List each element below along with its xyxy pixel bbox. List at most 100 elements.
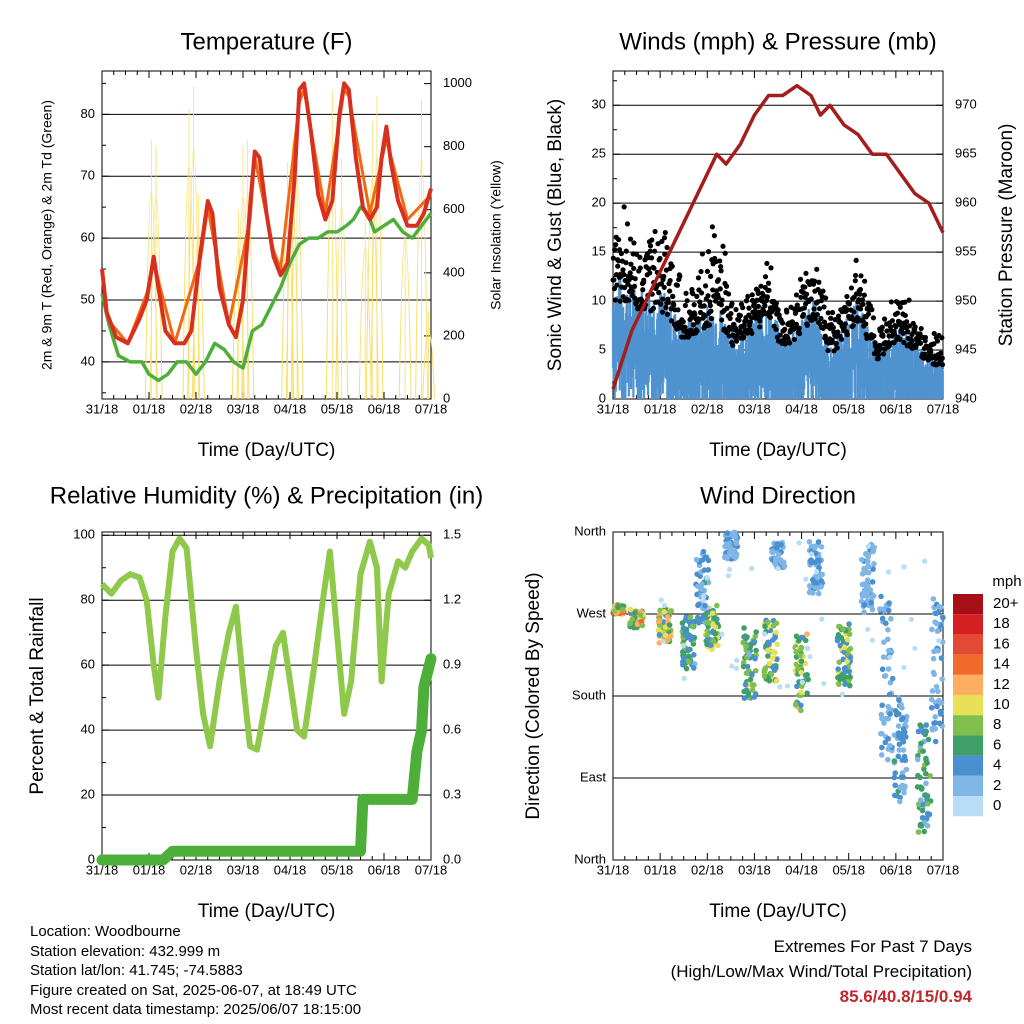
direction-point	[806, 583, 813, 589]
direction-point	[724, 530, 731, 536]
direction-point	[680, 643, 686, 649]
legend-swatch	[953, 654, 983, 675]
winds-y2tick-label: 940	[955, 390, 977, 405]
gust-point	[709, 224, 715, 230]
gust-point	[613, 242, 619, 248]
direction-point	[658, 597, 664, 603]
gust-point	[612, 297, 618, 303]
direction-point	[818, 584, 824, 590]
gust-point	[671, 302, 677, 308]
direction-point	[660, 638, 666, 644]
direction-point	[685, 646, 691, 653]
direction-point	[768, 671, 775, 677]
direction-point	[700, 548, 707, 555]
gust-point	[757, 324, 763, 330]
direction-point	[914, 784, 921, 790]
gust-point	[860, 301, 866, 307]
direction-xtick-label: 01/18	[644, 862, 677, 877]
gust-point	[717, 286, 723, 292]
temperature-2m-line	[100, 81, 433, 346]
direction-point	[930, 596, 937, 602]
direction-ytick-label: East	[580, 769, 606, 784]
gust-point	[765, 280, 772, 286]
direction-point	[680, 651, 687, 657]
gust-point	[657, 255, 663, 262]
direction-point	[734, 657, 740, 663]
gust-point	[719, 297, 725, 303]
gust-point	[701, 303, 707, 309]
gust-point	[623, 260, 629, 266]
direction-point	[891, 758, 898, 764]
gust-point	[697, 299, 703, 305]
temperature-title: Temperature (F)	[180, 28, 352, 55]
direction-point	[836, 659, 843, 665]
direction-point	[840, 626, 846, 632]
direction-point	[815, 539, 822, 545]
direction-point	[784, 683, 791, 689]
gust-point	[856, 297, 862, 303]
gust-point	[737, 312, 743, 319]
extremes-title: Extremes For Past 7 Days	[773, 937, 972, 956]
gust-point	[901, 339, 907, 346]
direction-xtick-label: 02/18	[691, 862, 724, 877]
direction-point	[637, 612, 644, 618]
direction-point	[936, 603, 942, 610]
direction-point	[912, 645, 918, 651]
direction-point	[634, 621, 641, 628]
direction-point	[799, 683, 805, 689]
gust-point	[690, 291, 696, 297]
gust-point	[835, 313, 842, 319]
direction-point	[881, 720, 887, 726]
direction-point	[895, 753, 902, 760]
direction-point	[661, 602, 668, 608]
direction-point	[802, 637, 809, 644]
direction-point	[615, 604, 621, 611]
direction-point	[867, 587, 874, 593]
direction-point	[879, 744, 885, 751]
direction-point	[917, 722, 923, 728]
gust-point	[661, 235, 668, 241]
gust-point	[627, 270, 633, 276]
direction-point	[939, 676, 945, 682]
gust-point	[798, 294, 804, 300]
rainfall-line	[96, 653, 437, 866]
gust-point	[660, 296, 666, 302]
direction-point	[934, 703, 940, 710]
direction-point	[685, 653, 692, 660]
gust-point	[777, 332, 783, 338]
direction-point	[834, 637, 841, 644]
direction-point	[656, 631, 663, 638]
direction-point	[897, 794, 903, 801]
direction-point	[878, 752, 885, 758]
direction-point	[937, 711, 944, 717]
direction-point	[865, 543, 872, 549]
direction-point	[886, 600, 892, 606]
direction-point	[842, 681, 848, 687]
direction-point	[704, 632, 711, 638]
direction-point	[695, 619, 702, 626]
direction-point	[761, 673, 768, 679]
direction-point	[798, 702, 804, 709]
direction-point	[772, 634, 779, 641]
legend-label: 8	[993, 716, 1001, 733]
direction-point	[928, 704, 935, 711]
temperature-ytick-label: 50	[81, 291, 95, 306]
direction-point	[681, 675, 687, 682]
winds-xtick-label: 02/18	[691, 401, 724, 416]
legend-label: 14	[993, 656, 1010, 673]
gust-point	[931, 341, 937, 347]
gust-point	[719, 317, 725, 323]
extremes-values: 85.6/40.8/15/0.94	[839, 987, 972, 1006]
direction-point	[687, 614, 694, 620]
direction-point	[811, 579, 817, 586]
gust-point	[729, 301, 735, 307]
legend-title: mph	[992, 573, 1021, 590]
direction-point	[892, 770, 899, 776]
direction-point	[733, 665, 740, 672]
gust-point	[934, 338, 941, 344]
direction-point	[815, 590, 822, 597]
gust-point	[749, 330, 755, 336]
direction-point	[769, 655, 776, 661]
direction-point	[934, 647, 940, 654]
direction-point	[846, 682, 853, 689]
